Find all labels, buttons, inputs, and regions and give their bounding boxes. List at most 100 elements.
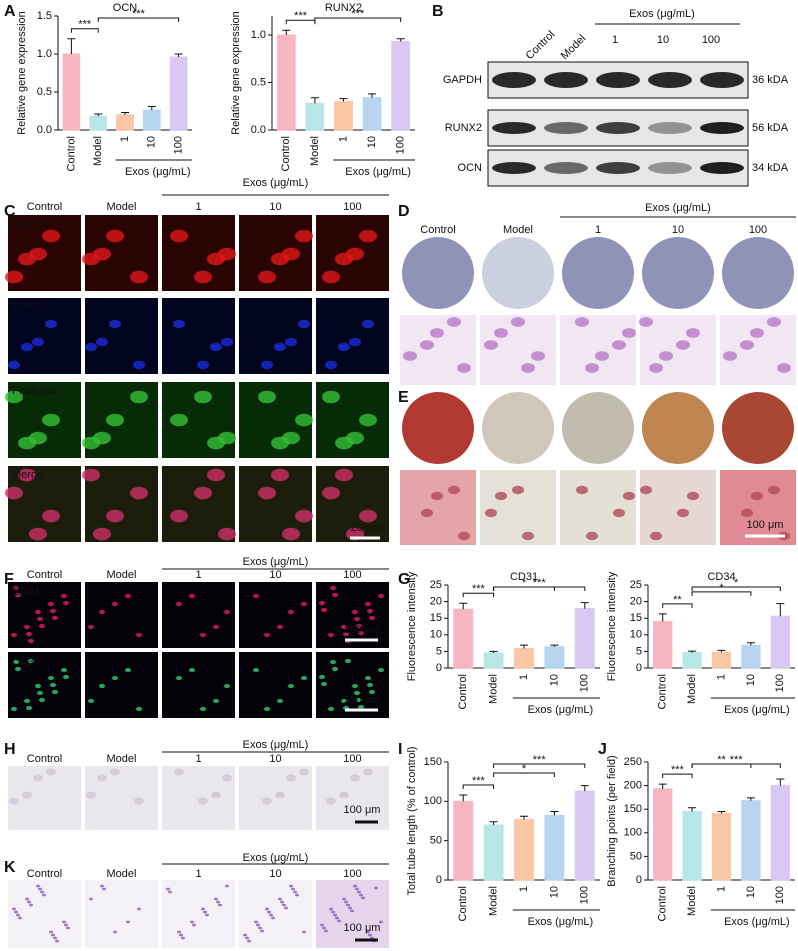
cell bbox=[341, 624, 347, 630]
cell bbox=[291, 887, 295, 891]
label: Model bbox=[107, 201, 137, 213]
sig-label: *** bbox=[294, 10, 308, 22]
cell bbox=[200, 632, 206, 638]
cell bbox=[512, 485, 524, 495]
cell bbox=[342, 897, 346, 901]
error-bar bbox=[94, 113, 103, 117]
cell bbox=[168, 890, 172, 894]
cell bbox=[767, 317, 781, 327]
micrograph bbox=[239, 766, 312, 830]
cell bbox=[365, 675, 371, 681]
x-tick-label: 1 bbox=[119, 136, 131, 142]
bar bbox=[544, 814, 565, 881]
cell bbox=[359, 413, 377, 427]
cell bbox=[358, 630, 364, 636]
cell bbox=[267, 910, 271, 914]
micrograph bbox=[239, 298, 312, 374]
label: 1 bbox=[195, 868, 201, 880]
error-bar bbox=[396, 38, 405, 42]
micrograph bbox=[85, 652, 158, 718]
well bbox=[722, 392, 794, 464]
panel-label: J bbox=[598, 741, 607, 758]
cell bbox=[99, 683, 105, 689]
cell bbox=[271, 468, 289, 482]
group-label: Exos (μg/mL) bbox=[724, 704, 790, 716]
sig-bracket bbox=[70, 28, 99, 33]
cell bbox=[350, 909, 354, 913]
error-bar bbox=[459, 794, 468, 802]
cell bbox=[130, 270, 148, 284]
bar bbox=[741, 644, 761, 669]
cell bbox=[13, 659, 19, 665]
micrograph bbox=[239, 880, 312, 948]
bar bbox=[741, 800, 761, 881]
cell bbox=[18, 468, 36, 482]
cell bbox=[216, 900, 220, 904]
row-label: CD31 bbox=[12, 586, 40, 598]
y-tick-label: 150 bbox=[624, 803, 642, 815]
cell bbox=[42, 893, 46, 897]
cell bbox=[353, 884, 357, 888]
cell bbox=[352, 683, 358, 689]
cell bbox=[320, 923, 324, 927]
bar bbox=[574, 790, 595, 881]
bar bbox=[453, 608, 474, 669]
error-bar bbox=[550, 811, 559, 816]
cell bbox=[639, 317, 653, 327]
y-tick-label: 0 bbox=[636, 662, 642, 674]
cell bbox=[359, 509, 377, 523]
label: RUNX2 bbox=[445, 122, 482, 134]
cell bbox=[366, 930, 370, 934]
cell bbox=[170, 413, 188, 427]
x-tick-label: Model bbox=[92, 136, 104, 166]
cell bbox=[136, 632, 142, 638]
cell bbox=[367, 682, 373, 688]
cell bbox=[82, 252, 100, 266]
well bbox=[402, 237, 474, 309]
sig-bracket bbox=[691, 586, 781, 591]
label: Control bbox=[420, 224, 455, 236]
cell bbox=[179, 933, 183, 937]
label: 56 kDA bbox=[752, 122, 789, 134]
bar bbox=[116, 114, 134, 131]
cell bbox=[494, 328, 508, 338]
cell bbox=[38, 887, 42, 891]
micrograph bbox=[560, 470, 636, 545]
cell bbox=[649, 363, 663, 373]
cell bbox=[358, 704, 364, 710]
y-tick-label: 0 bbox=[436, 662, 442, 674]
cell bbox=[88, 698, 94, 704]
cell bbox=[137, 907, 141, 911]
cell bbox=[51, 933, 55, 937]
cell bbox=[344, 900, 348, 904]
bar bbox=[513, 818, 535, 881]
cell bbox=[321, 607, 327, 613]
cell bbox=[687, 491, 699, 501]
y-tick-label: 20 bbox=[630, 596, 642, 608]
sig-bracket bbox=[493, 586, 586, 591]
cell bbox=[322, 270, 340, 284]
cell bbox=[213, 624, 219, 630]
cell bbox=[264, 632, 270, 638]
cell bbox=[355, 887, 359, 891]
bar bbox=[142, 109, 161, 131]
cell bbox=[100, 884, 104, 888]
cell bbox=[359, 893, 363, 897]
sig-label: *** bbox=[671, 764, 685, 776]
cell bbox=[218, 903, 222, 907]
y-tick-label: 1.0 bbox=[37, 48, 52, 60]
bar bbox=[483, 824, 504, 881]
bar bbox=[652, 788, 673, 881]
cell bbox=[740, 340, 754, 350]
x-tick-label: 10 bbox=[548, 674, 560, 686]
cell bbox=[751, 491, 763, 501]
cell bbox=[45, 319, 57, 329]
label: Exos (μg/mL) bbox=[645, 202, 711, 214]
band bbox=[648, 162, 692, 174]
micrograph bbox=[162, 582, 235, 648]
bar bbox=[574, 607, 595, 669]
cell bbox=[218, 527, 236, 541]
cell bbox=[361, 896, 365, 900]
cell bbox=[299, 768, 309, 776]
cell bbox=[253, 667, 259, 673]
